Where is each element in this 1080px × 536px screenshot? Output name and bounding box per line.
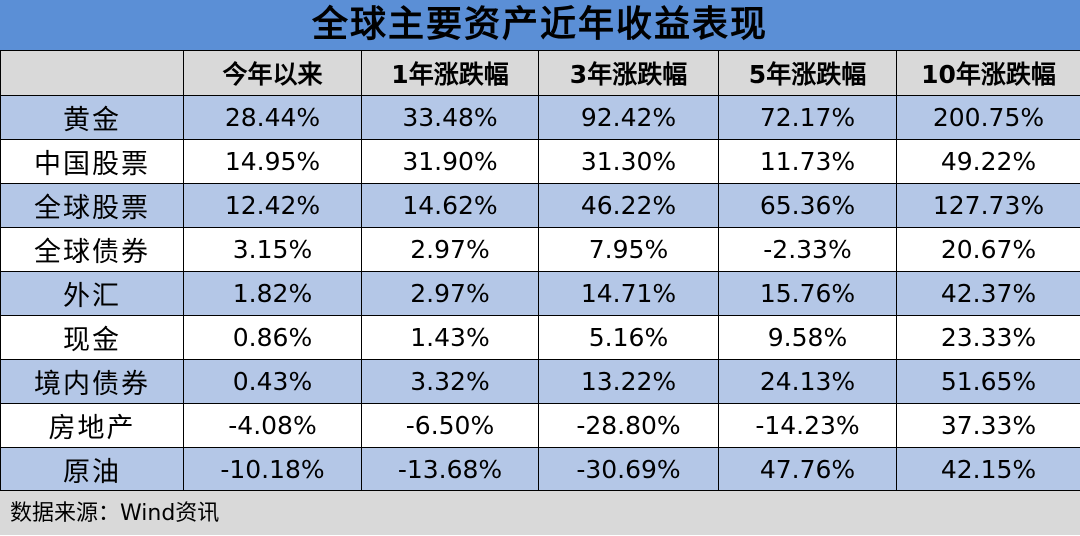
row-label: 全球债券 [1,228,184,272]
value-cell: 37.33% [897,404,1080,448]
value-cell: 31.30% [539,140,719,184]
value-cell: 65.36% [719,184,897,228]
value-cell: -6.50% [362,404,539,448]
value-cell: 200.75% [897,96,1080,140]
value-cell: 14.71% [539,272,719,316]
value-cell: 42.37% [897,272,1080,316]
row-label: 房地产 [1,404,184,448]
value-cell: -13.68% [362,448,539,492]
value-cell: -30.69% [539,448,719,492]
value-cell: 3.15% [184,228,362,272]
value-cell: 28.44% [184,96,362,140]
row-label: 中国股票 [1,140,184,184]
value-cell: 20.67% [897,228,1080,272]
value-cell: 1.82% [184,272,362,316]
value-cell: 46.22% [539,184,719,228]
value-cell: -10.18% [184,448,362,492]
value-cell: 31.90% [362,140,539,184]
value-cell: 7.95% [539,228,719,272]
header-cell-5y: 5年涨跌幅 [719,51,897,96]
value-cell: -4.08% [184,404,362,448]
value-cell: 23.33% [897,316,1080,360]
value-cell: 13.22% [539,360,719,404]
header-cell-3y: 3年涨跌幅 [539,51,719,96]
chart-title: 全球主要资产近年收益表现 [0,0,1080,50]
value-cell: 14.95% [184,140,362,184]
value-cell: 72.17% [719,96,897,140]
value-cell: 15.76% [719,272,897,316]
value-cell: 9.58% [719,316,897,360]
value-cell: 3.32% [362,360,539,404]
value-cell: 42.15% [897,448,1080,492]
value-cell: 2.97% [362,272,539,316]
value-cell: 12.42% [184,184,362,228]
value-cell: 0.86% [184,316,362,360]
header-cell-corner [1,51,184,96]
value-cell: 11.73% [719,140,897,184]
value-cell: 0.43% [184,360,362,404]
table-row: 原油-10.18%-13.68%-30.69%47.76%42.15% [1,448,1080,492]
row-label: 现金 [1,316,184,360]
header-cell-ytd: 今年以来 [184,51,362,96]
value-cell: 5.16% [539,316,719,360]
row-label: 全球股票 [1,184,184,228]
value-cell: 92.42% [539,96,719,140]
value-cell: 24.13% [719,360,897,404]
value-cell: -14.23% [719,404,897,448]
value-cell: -2.33% [719,228,897,272]
value-cell: 47.76% [719,448,897,492]
header-row: 今年以来 1年涨跌幅 3年涨跌幅 5年涨跌幅 10年涨跌幅 [1,51,1080,96]
source-note: 数据来源：Wind资讯 [0,490,1080,535]
row-label: 黄金 [1,96,184,140]
value-cell: 51.65% [897,360,1080,404]
value-cell: 2.97% [362,228,539,272]
value-cell: -28.80% [539,404,719,448]
value-cell: 127.73% [897,184,1080,228]
row-label: 原油 [1,448,184,492]
value-cell: 14.62% [362,184,539,228]
value-cell: 1.43% [362,316,539,360]
row-label: 境内债券 [1,360,184,404]
header-cell-10y: 10年涨跌幅 [897,51,1080,96]
header-cell-1y: 1年涨跌幅 [362,51,539,96]
value-cell: 33.48% [362,96,539,140]
table-row: 房地产-4.08%-6.50%-28.80%-14.23%37.33% [1,404,1080,448]
value-cell: 49.22% [897,140,1080,184]
row-label: 外汇 [1,272,184,316]
